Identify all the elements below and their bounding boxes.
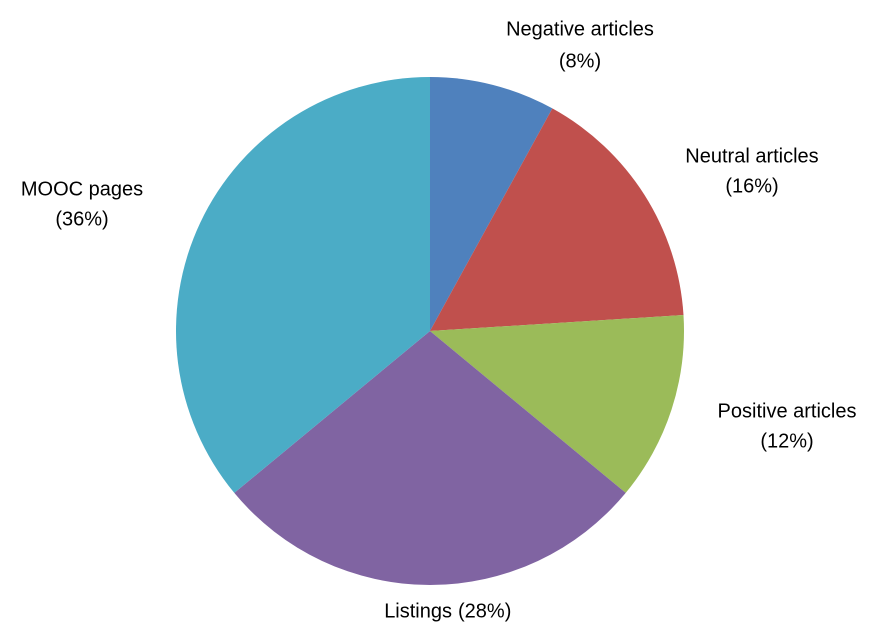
slice-value-label: (36%) <box>55 208 108 230</box>
slice-value-label: (16%) <box>725 175 778 197</box>
slice-label: MOOC pages <box>21 178 143 200</box>
pie-slice <box>430 108 684 331</box>
pie-slice <box>430 315 684 493</box>
slice-value-label: (28%) <box>458 600 511 622</box>
slice-label: Listings <box>384 600 452 622</box>
slice-value-label: (8%) <box>559 50 601 72</box>
pie-slice <box>234 331 626 585</box>
slice-label: Negative articles <box>506 18 654 40</box>
pie-slice <box>176 77 430 493</box>
slice-value-label: (12%) <box>760 430 813 452</box>
slice-label: Positive articles <box>718 400 857 422</box>
pie-slice <box>430 77 553 331</box>
slice-label: Neutral articles <box>685 145 818 167</box>
